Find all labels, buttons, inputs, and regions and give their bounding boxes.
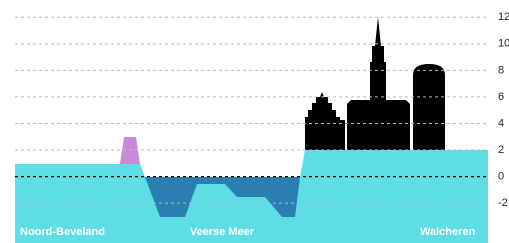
y-tick-label: 8 [498,64,504,76]
y-tick-label: -2 [498,197,508,209]
y-tick-label: 2 [498,144,504,156]
y-tick-label: 0 [498,171,504,183]
y-tick-label: 10 [498,38,509,50]
cross-section [15,17,488,243]
y-tick-label: 4 [498,117,504,129]
y-tick-label: 6 [498,91,504,103]
tower [413,64,445,150]
chart: Noord-Beveland Veerse Meer Walcheren -2 0… [0,0,509,243]
region-label: Veerse Meer [190,226,255,238]
region-label: Walcheren [420,226,476,238]
y-tick-label: 12 [498,11,509,23]
region-label: Noord-Beveland [20,226,105,238]
church [305,92,345,150]
town-hall [347,17,410,150]
